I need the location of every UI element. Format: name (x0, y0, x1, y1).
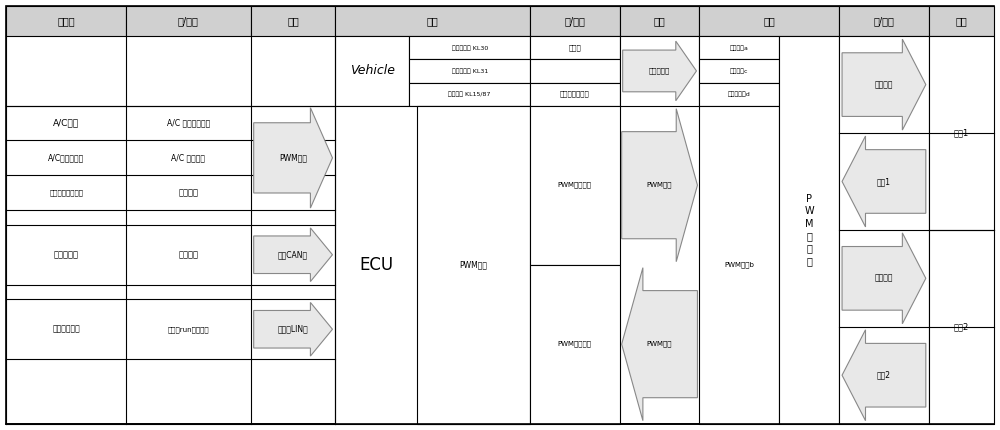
FancyBboxPatch shape (530, 106, 620, 265)
Text: 电机2: 电机2 (954, 322, 969, 331)
Text: ECU: ECU (359, 256, 393, 273)
Polygon shape (842, 136, 926, 227)
Polygon shape (623, 41, 696, 101)
Polygon shape (842, 330, 926, 421)
Polygon shape (254, 228, 332, 282)
Polygon shape (254, 302, 332, 356)
Text: A/C开关: A/C开关 (53, 119, 79, 128)
FancyBboxPatch shape (620, 6, 699, 36)
Text: 电/信号: 电/信号 (873, 16, 894, 26)
FancyBboxPatch shape (409, 36, 530, 59)
Text: 整车CAN线: 整车CAN线 (278, 250, 308, 259)
FancyBboxPatch shape (530, 6, 620, 36)
Text: 输出电压: 输出电压 (875, 80, 893, 89)
Text: PWM信号b: PWM信号b (724, 261, 754, 268)
Text: 水温信号: 水温信号 (178, 188, 198, 197)
FancyBboxPatch shape (530, 59, 620, 83)
Polygon shape (842, 233, 926, 324)
Text: 发动机run状态信号: 发动机run状态信号 (168, 326, 209, 332)
Text: 电机1: 电机1 (954, 129, 969, 138)
Text: 输出电压: 输出电压 (875, 274, 893, 283)
Text: P
W
M
控
制
器: P W M 控 制 器 (804, 194, 814, 266)
Text: 点火信号 KL15/87: 点火信号 KL15/87 (448, 91, 491, 97)
Text: 蓄电池负极 KL31: 蓄电池负极 KL31 (452, 68, 488, 74)
Text: 电/信号: 电/信号 (178, 16, 199, 26)
FancyBboxPatch shape (699, 83, 779, 106)
Text: PWM故障信号: PWM故障信号 (558, 341, 592, 347)
FancyBboxPatch shape (530, 83, 620, 106)
FancyBboxPatch shape (6, 6, 126, 36)
FancyBboxPatch shape (335, 6, 530, 36)
Text: 线束、保险: 线束、保险 (649, 68, 670, 74)
FancyBboxPatch shape (335, 106, 530, 424)
Text: 电机: 电机 (955, 16, 967, 26)
Polygon shape (254, 108, 332, 208)
FancyBboxPatch shape (409, 83, 530, 106)
FancyBboxPatch shape (530, 265, 620, 424)
Text: A/C压力传感器: A/C压力传感器 (48, 154, 84, 163)
Text: 传输: 传输 (654, 16, 665, 26)
Text: 蓄电池正极 KL30: 蓄电池正极 KL30 (452, 45, 488, 51)
FancyBboxPatch shape (409, 59, 530, 83)
Text: PWM硬线: PWM硬线 (647, 341, 672, 347)
Text: 发动机水温传感器: 发动机水温传感器 (49, 189, 83, 196)
FancyBboxPatch shape (335, 36, 409, 106)
Polygon shape (622, 267, 697, 421)
FancyBboxPatch shape (620, 36, 699, 106)
Text: 传输: 传输 (287, 16, 299, 26)
FancyBboxPatch shape (929, 6, 994, 36)
Text: PWM引脚: PWM引脚 (460, 260, 488, 269)
Text: 发动机LIN线: 发动机LIN线 (278, 325, 308, 334)
FancyBboxPatch shape (699, 59, 779, 83)
Text: 引脚: 引脚 (427, 16, 439, 26)
Text: 轮速传感器: 轮速传感器 (54, 250, 79, 259)
Text: PWM控制信号: PWM控制信号 (558, 182, 592, 188)
FancyBboxPatch shape (779, 36, 839, 424)
FancyBboxPatch shape (929, 36, 994, 424)
Text: 反馈1: 反馈1 (877, 177, 891, 186)
Text: 车速信号: 车速信号 (178, 250, 198, 259)
FancyBboxPatch shape (699, 6, 839, 36)
FancyBboxPatch shape (839, 36, 929, 424)
Text: Vehicle: Vehicle (350, 64, 395, 77)
FancyBboxPatch shape (417, 106, 530, 424)
Polygon shape (622, 109, 697, 262)
FancyBboxPatch shape (251, 6, 335, 36)
Text: 引脚: 引脚 (763, 16, 775, 26)
FancyBboxPatch shape (699, 106, 779, 424)
Text: PWM硬线: PWM硬线 (279, 154, 307, 163)
Text: 传感器: 传感器 (57, 16, 75, 26)
FancyBboxPatch shape (839, 6, 929, 36)
Text: 曲轴转速信号: 曲轴转速信号 (52, 325, 80, 334)
Text: PWM硬线: PWM硬线 (647, 182, 672, 188)
Text: 风扇负极c: 风扇负极c (730, 68, 749, 74)
FancyBboxPatch shape (126, 6, 251, 36)
FancyBboxPatch shape (530, 36, 620, 59)
Polygon shape (842, 39, 926, 130)
Text: 风扇正极a: 风扇正极a (730, 45, 749, 51)
Text: 控制器电源输入: 控制器电源输入 (560, 91, 590, 98)
Text: A/C 压力信号: A/C 压力信号 (171, 154, 205, 163)
Text: 主电源: 主电源 (568, 44, 581, 51)
Text: A/C 开关请求信号: A/C 开关请求信号 (167, 119, 210, 128)
Text: 反馈2: 反馈2 (877, 371, 891, 380)
Text: 控制器正极d: 控制器正极d (728, 91, 751, 97)
FancyBboxPatch shape (6, 6, 994, 424)
FancyBboxPatch shape (699, 36, 779, 59)
Text: 电/信号: 电/信号 (564, 16, 585, 26)
